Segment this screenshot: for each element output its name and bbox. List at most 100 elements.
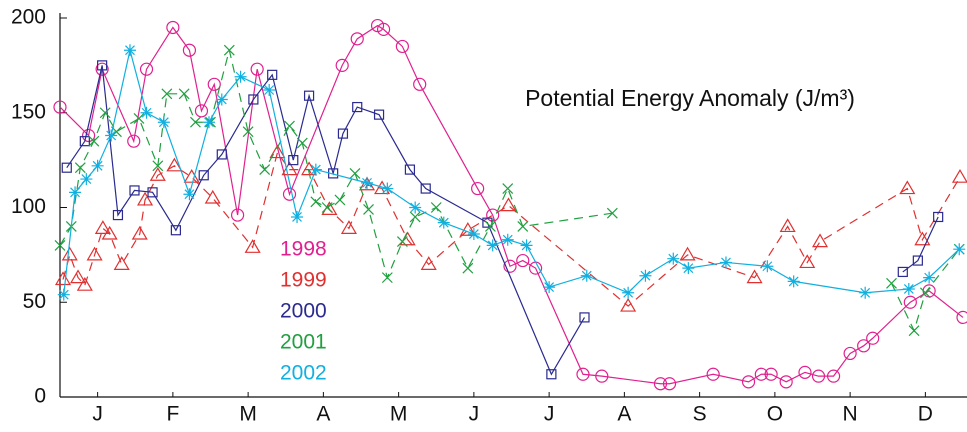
marker — [543, 281, 556, 294]
marker — [933, 211, 944, 223]
marker — [679, 246, 696, 261]
marker — [127, 134, 141, 148]
marker — [502, 183, 514, 194]
marker — [706, 367, 720, 381]
marker — [914, 231, 931, 246]
marker — [409, 201, 422, 214]
marker — [404, 164, 416, 175]
marker — [95, 62, 109, 76]
marker — [843, 346, 857, 361]
y-tick-label: 200 — [11, 6, 46, 29]
marker — [381, 182, 394, 195]
marker — [250, 62, 264, 76]
x-tick-label: D — [918, 403, 933, 426]
marker — [101, 225, 118, 240]
marker — [263, 84, 276, 97]
marker — [459, 222, 476, 236]
marker — [373, 109, 385, 120]
marker — [951, 168, 967, 183]
legend-label: 2001 — [280, 331, 327, 354]
marker — [352, 101, 363, 113]
marker — [912, 255, 923, 266]
y-tick-label: 100 — [11, 195, 46, 218]
marker — [761, 260, 774, 273]
marker — [61, 162, 72, 173]
marker — [94, 220, 111, 234]
marker — [234, 70, 247, 83]
marker — [244, 239, 261, 253]
marker — [54, 271, 72, 286]
marker — [269, 144, 286, 159]
marker — [430, 202, 442, 213]
marker — [202, 116, 215, 129]
marker — [309, 163, 322, 176]
marker — [576, 367, 590, 381]
marker — [902, 282, 915, 295]
marker — [61, 246, 78, 261]
marker — [746, 269, 763, 284]
marker — [70, 269, 87, 284]
marker — [216, 149, 227, 160]
marker — [437, 216, 450, 229]
marker — [682, 262, 695, 275]
marker — [349, 167, 361, 179]
marker — [80, 173, 93, 186]
marker — [133, 113, 145, 124]
marker — [112, 209, 124, 221]
marker — [321, 202, 333, 213]
marker — [91, 159, 104, 172]
marker — [129, 185, 140, 196]
marker — [149, 167, 166, 181]
annotation: Potential Energy Anomaly (J/m³) — [525, 85, 855, 111]
marker — [230, 208, 245, 222]
marker — [409, 211, 421, 223]
marker — [501, 233, 514, 246]
marker — [516, 253, 530, 268]
marker — [288, 155, 299, 166]
marker — [467, 228, 480, 241]
y-tick-label: 50 — [23, 290, 46, 313]
marker — [462, 262, 474, 274]
legend-label: 1998 — [280, 238, 327, 261]
marker — [53, 100, 67, 114]
marker — [194, 104, 209, 118]
legend-label: 2002 — [280, 362, 327, 385]
marker — [859, 286, 872, 299]
marker — [754, 367, 768, 381]
marker — [182, 43, 197, 57]
marker — [97, 60, 108, 71]
marker — [897, 266, 908, 278]
marker — [363, 203, 374, 215]
marker — [337, 128, 349, 139]
marker — [595, 369, 609, 383]
marker — [303, 90, 315, 101]
series-line — [63, 50, 960, 295]
x-tick-label: J — [92, 403, 103, 426]
x-tick-label: O — [767, 403, 783, 426]
legend-label: 1999 — [280, 269, 327, 292]
marker — [485, 221, 496, 232]
marker — [248, 94, 259, 105]
marker — [764, 367, 778, 381]
series-line — [62, 151, 961, 307]
marker — [79, 136, 90, 147]
x-tick-label: S — [693, 403, 707, 426]
marker — [667, 252, 680, 265]
marker — [334, 194, 346, 206]
marker — [919, 287, 931, 299]
marker — [350, 32, 364, 46]
marker — [376, 22, 391, 36]
y-tick-label: 0 — [34, 385, 46, 408]
marker — [215, 93, 228, 106]
marker — [500, 197, 517, 212]
marker — [413, 77, 427, 91]
marker — [147, 187, 158, 198]
marker — [99, 107, 111, 119]
marker — [857, 339, 871, 353]
marker — [223, 44, 235, 56]
marker — [799, 254, 816, 269]
marker — [811, 369, 826, 383]
marker — [198, 170, 209, 181]
x-tick-label: M — [239, 403, 257, 426]
marker — [779, 375, 793, 389]
